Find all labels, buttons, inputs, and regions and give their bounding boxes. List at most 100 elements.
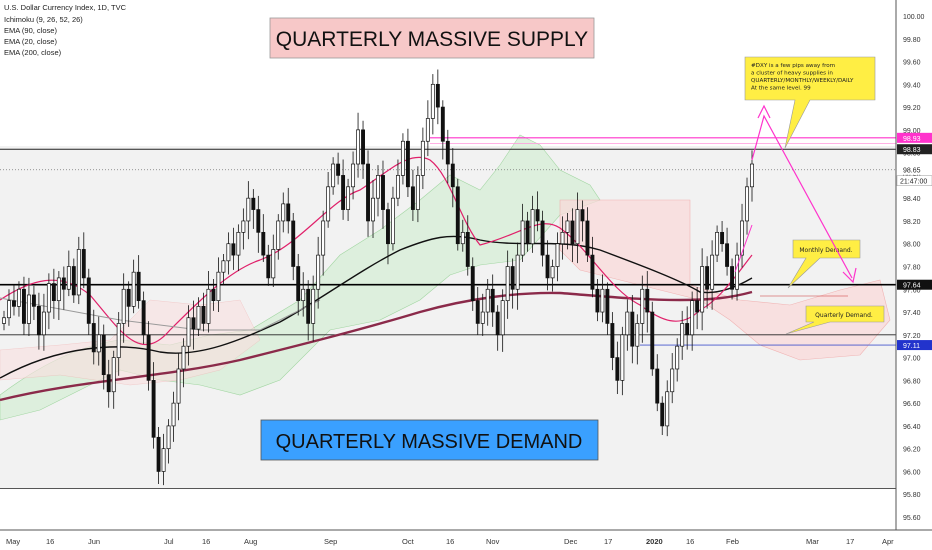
candle-body (66, 266, 71, 290)
candle-body (635, 323, 640, 347)
candle-body (226, 243, 231, 262)
candle-body (301, 288, 306, 302)
y-tick-label: 99.60 (903, 60, 921, 67)
candle-body (470, 266, 475, 302)
candle-body (545, 254, 550, 279)
candle-body (535, 209, 540, 222)
price-tag-97-11: 97.11 (903, 343, 920, 350)
candle-body (186, 317, 191, 347)
candle-body (445, 140, 450, 165)
candle-body (595, 288, 600, 313)
candle-body (101, 334, 106, 376)
x-tick-label: Nov (486, 537, 500, 546)
x-tick-label: 16 (686, 537, 694, 546)
y-tick-label: 97.60 (903, 287, 921, 294)
candle-body (610, 323, 615, 358)
candle-body (650, 311, 655, 370)
projection-line (751, 114, 853, 279)
price-tag-98-65: 98.65 (903, 168, 921, 175)
candle-body (520, 220, 525, 256)
candle-body (425, 118, 430, 142)
x-tick-label: 16 (46, 537, 54, 546)
candle-body (12, 300, 16, 307)
candle-body (505, 266, 510, 302)
candle-body (381, 175, 385, 210)
candle-body (76, 249, 81, 296)
candle-body (216, 271, 221, 302)
candle-body (625, 311, 630, 336)
candle-body (61, 277, 66, 290)
candle-body (146, 334, 151, 381)
supply-label: QUARTERLY MASSIVE SUPPLY (276, 28, 588, 51)
candle-body (121, 288, 126, 324)
candle-body (415, 175, 420, 210)
candle-body (655, 368, 660, 404)
y-tick-label: 96.20 (903, 447, 921, 454)
x-tick-label: Aug (244, 537, 257, 546)
symbol-line: U.S. Dollar Currency Index, 1D, TVC (4, 3, 127, 12)
candle-body (480, 311, 485, 324)
candle-body (675, 345, 680, 370)
candle-body (306, 288, 311, 324)
candle-body (316, 254, 321, 290)
candle-body (246, 197, 251, 222)
candle-body (715, 231, 720, 256)
candle-body (371, 197, 375, 222)
candle-body (605, 288, 610, 324)
price-tag-98-83-bg (897, 144, 932, 155)
candle-body (241, 220, 246, 233)
candle-body (550, 266, 555, 279)
indicator-label: Ichimoku (9, 26, 52, 26) (4, 15, 83, 24)
x-tick-label: 2020 (646, 537, 663, 546)
price-tag-97-11-bg (897, 340, 932, 351)
candle-body (720, 231, 725, 245)
candle-body (510, 266, 515, 290)
candle-body (231, 243, 236, 256)
candle-body (705, 266, 710, 290)
candle-body (166, 425, 171, 450)
candle-body (645, 288, 650, 313)
candle-body (585, 220, 590, 256)
candle-body (630, 311, 635, 347)
candle-body (500, 300, 505, 336)
demand-box (260, 419, 599, 461)
ema-20-line (0, 156, 753, 345)
candle-body (96, 334, 101, 353)
candle-body (710, 254, 715, 290)
candle-body (171, 402, 176, 427)
candle-body (580, 209, 585, 222)
candle-body (86, 277, 91, 324)
y-tick-label: 97.40 (903, 310, 921, 317)
candle-body (495, 311, 500, 336)
price-tag-98-83: 98.83 (903, 147, 921, 154)
candle-body (685, 323, 690, 336)
candle-body (251, 197, 256, 210)
note-line: At the same level. 99 (751, 86, 811, 92)
ema-90-line (0, 235, 753, 379)
candle-body (356, 129, 361, 165)
candle-body (341, 175, 346, 210)
candle-body (56, 277, 61, 302)
candle-body (475, 300, 480, 324)
candle-body (116, 323, 121, 358)
candle-body (750, 163, 754, 188)
candle-body (555, 243, 560, 267)
candle-body (326, 186, 331, 222)
candle-body (366, 163, 370, 222)
x-tick-label: Jun (88, 537, 100, 546)
x-tick-label: May (6, 537, 20, 546)
x-tick-label: Feb (726, 537, 739, 546)
note-line: a cluster of heavy supplies in (751, 71, 833, 77)
candle-body (420, 140, 425, 176)
candle-body (36, 306, 41, 336)
y-tick-label: 95.80 (903, 492, 921, 499)
y-tick-label: 97.80 (903, 265, 921, 272)
candle-body (136, 271, 141, 302)
candle-body (700, 266, 705, 313)
candle-body (376, 175, 380, 199)
monthly-demand-label: Monthly Demand. (799, 247, 852, 254)
price-tag-97-64: 97.64 (903, 283, 921, 290)
candle-body (271, 249, 276, 279)
indicator-label: EMA (200, close) (4, 48, 62, 57)
